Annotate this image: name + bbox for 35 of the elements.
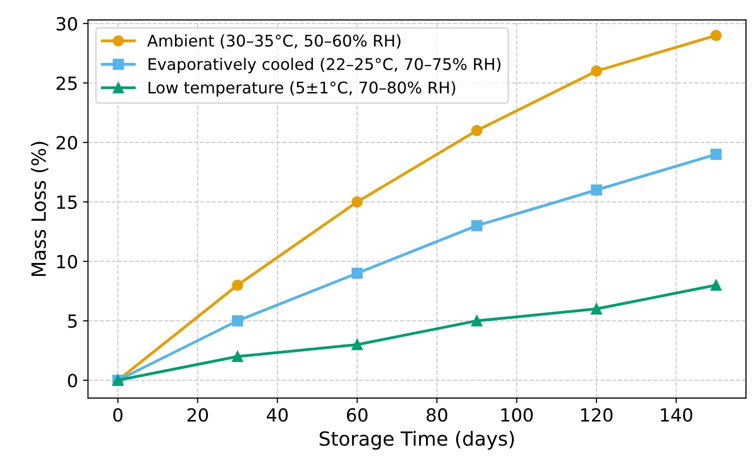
point	[710, 148, 722, 160]
x-tick-label: 100	[501, 408, 533, 422]
y-tick-label: 30	[56, 16, 78, 31]
point	[352, 339, 363, 350]
point	[590, 184, 602, 196]
legend-label: Low temperature (5±1°C, 70–80% RH)	[148, 81, 456, 97]
x-tick-label: 20	[187, 408, 208, 422]
y-tick-label: 15	[57, 196, 77, 210]
point	[710, 280, 722, 291]
y-tick-label: 20	[56, 136, 78, 150]
y-axis-title: Mass Loss (%)	[30, 142, 48, 276]
point	[232, 280, 244, 291]
point	[352, 196, 363, 208]
point	[352, 268, 363, 279]
x-tick-label: 120	[581, 408, 612, 422]
x-axis-title: Storage Time (days)	[320, 430, 514, 450]
point	[471, 124, 482, 136]
x-tick-label: 60	[346, 408, 368, 422]
point	[232, 315, 244, 326]
x-tick-label: 80	[426, 408, 448, 422]
point	[590, 66, 602, 77]
x-tick-label: 0	[113, 408, 122, 422]
x-tick-label: 140	[660, 408, 692, 422]
point	[471, 220, 482, 232]
x-tick-label: 40	[266, 408, 288, 422]
point	[710, 30, 722, 41]
legend-label: Ambient (30–35°C, 50–60% RH)	[147, 34, 400, 49]
point	[232, 350, 244, 362]
y-tick-label: 0	[68, 374, 78, 388]
point	[471, 315, 482, 326]
legend-label: Evaporatively cooled (22–25°C, 70–75% RH)	[148, 58, 500, 74]
y-tick-label: 10	[57, 254, 78, 268]
point	[590, 303, 602, 314]
y-tick-label: 5	[68, 314, 77, 328]
y-tick-label: 25	[56, 76, 77, 90]
